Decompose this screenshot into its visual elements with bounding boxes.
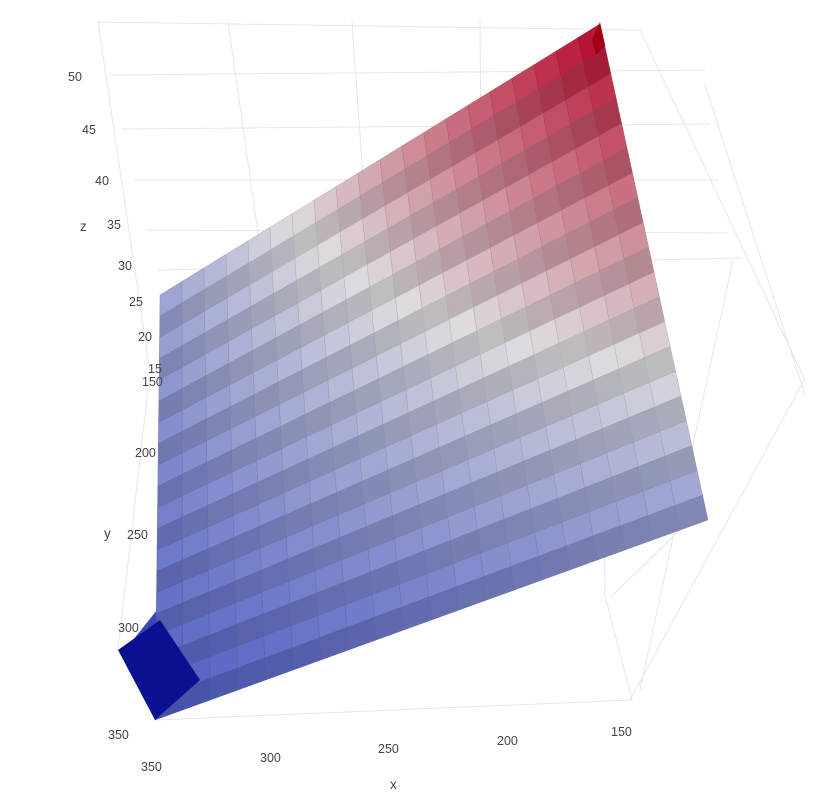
z-tick-label: 35 bbox=[107, 218, 121, 232]
z-tick-label: 40 bbox=[95, 174, 109, 188]
grid-line bbox=[704, 84, 806, 396]
x-axis-title: x bbox=[390, 777, 397, 792]
grid-line bbox=[629, 379, 805, 701]
x-axis-ticks: 350 300 250 200 150 bbox=[141, 725, 632, 774]
y-axis-ticks: 150 200 250 300 350 bbox=[108, 375, 163, 742]
grid-line bbox=[639, 29, 806, 381]
grid-line bbox=[604, 594, 633, 701]
y-tick-label: 200 bbox=[135, 446, 156, 460]
y-tick-label: 350 bbox=[108, 728, 129, 742]
z-tick-label: 45 bbox=[82, 123, 96, 137]
z-tick-label: 30 bbox=[118, 259, 132, 273]
z-tick-label: 50 bbox=[68, 70, 82, 84]
grid-line bbox=[109, 69, 706, 76]
grid-line bbox=[154, 699, 633, 721]
x-tick-label: 200 bbox=[497, 734, 518, 748]
x-tick-label: 300 bbox=[260, 751, 281, 765]
y-tick-label: 300 bbox=[118, 621, 139, 635]
surface bbox=[118, 22, 709, 721]
z-axis-ticks: 50 45 40 35 30 25 20 15 bbox=[68, 70, 162, 376]
grid-line bbox=[117, 371, 151, 651]
grid-line bbox=[609, 519, 691, 599]
z-tick-label: 25 bbox=[129, 295, 143, 309]
z-axis-title: z bbox=[80, 219, 87, 234]
surface-cell bbox=[674, 494, 709, 531]
y-axis-title: y bbox=[104, 526, 111, 541]
x-tick-label: 150 bbox=[611, 725, 632, 739]
y-tick-label: 150 bbox=[142, 375, 163, 389]
z-tick-label: 20 bbox=[138, 330, 152, 344]
grid-line bbox=[97, 21, 151, 373]
surface-peak bbox=[592, 22, 605, 55]
z-tick-label: 15 bbox=[148, 362, 162, 376]
x-tick-label: 250 bbox=[378, 742, 399, 756]
x-tick-label: 350 bbox=[141, 760, 162, 774]
surface-front-edge bbox=[118, 620, 200, 720]
y-tick-label: 250 bbox=[127, 528, 148, 542]
grid-line bbox=[97, 21, 641, 31]
